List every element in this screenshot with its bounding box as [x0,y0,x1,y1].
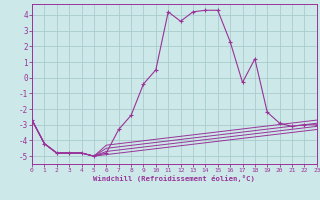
X-axis label: Windchill (Refroidissement éolien,°C): Windchill (Refroidissement éolien,°C) [93,175,255,182]
